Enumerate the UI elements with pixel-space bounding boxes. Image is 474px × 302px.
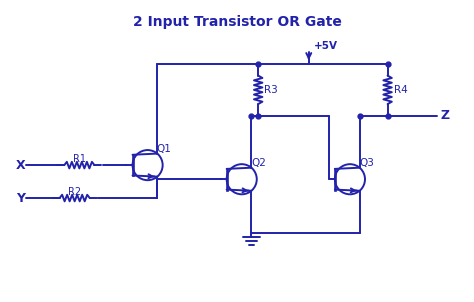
Text: X: X <box>16 159 25 172</box>
Text: R4: R4 <box>394 85 408 95</box>
Text: R3: R3 <box>264 85 278 95</box>
Text: R1: R1 <box>73 154 86 164</box>
Text: Q3: Q3 <box>359 158 374 168</box>
Text: Q1: Q1 <box>157 143 172 153</box>
Text: Q2: Q2 <box>251 158 266 168</box>
Text: +5V: +5V <box>313 41 337 51</box>
Text: Z: Z <box>440 109 449 122</box>
Text: Y: Y <box>16 191 25 204</box>
Text: R2: R2 <box>68 187 81 197</box>
Text: 2 Input Transistor OR Gate: 2 Input Transistor OR Gate <box>133 14 341 29</box>
